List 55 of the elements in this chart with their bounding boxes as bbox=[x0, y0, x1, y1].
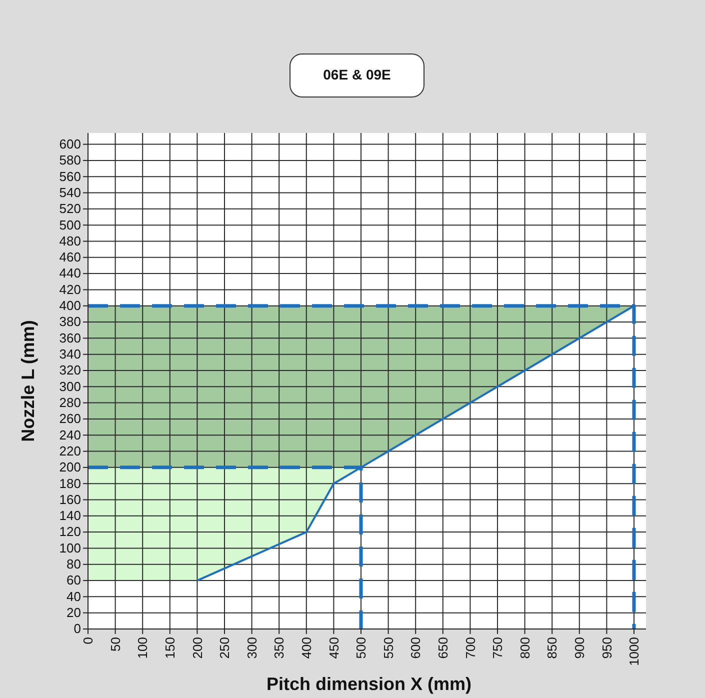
x-tick-label: 900 bbox=[572, 637, 587, 659]
x-tick-label: 700 bbox=[462, 637, 478, 659]
x-tick-label: 750 bbox=[490, 637, 506, 659]
y-tick-label: 40 bbox=[66, 588, 81, 604]
x-tick-label: 350 bbox=[272, 637, 287, 659]
y-tick-label: 440 bbox=[59, 266, 81, 281]
y-tick-label: 180 bbox=[59, 476, 81, 491]
x-tick-label: 100 bbox=[135, 637, 150, 659]
y-tick-label: 560 bbox=[59, 168, 81, 184]
x-tick-label: 1000 bbox=[626, 637, 642, 666]
x-tick-label: 550 bbox=[380, 637, 396, 659]
y-tick-label: 80 bbox=[66, 556, 81, 572]
y-tick-label: 320 bbox=[59, 362, 81, 378]
x-axis-title: Pitch dimension X (mm) bbox=[266, 674, 472, 694]
y-tick-label: 220 bbox=[59, 443, 81, 458]
y-tick-label: 140 bbox=[59, 508, 81, 524]
y-tick-label: 60 bbox=[66, 572, 81, 588]
chart-title: 06E & 09E bbox=[323, 66, 391, 83]
x-tick-label: 400 bbox=[298, 637, 314, 659]
x-tick-label: 800 bbox=[517, 637, 532, 659]
y-tick-label: 520 bbox=[59, 201, 81, 216]
y-tick-label: 360 bbox=[59, 330, 81, 346]
x-tick-label: 650 bbox=[435, 637, 450, 659]
y-tick-label: 420 bbox=[59, 282, 81, 297]
x-tick-label: 200 bbox=[190, 637, 205, 659]
y-tick-label: 340 bbox=[59, 346, 81, 362]
x-tick-label: 300 bbox=[244, 637, 260, 659]
y-tick-label: 380 bbox=[59, 314, 81, 330]
y-tick-label: 460 bbox=[59, 250, 81, 265]
x-tick-label: 0 bbox=[80, 637, 96, 644]
y-tick-label: 280 bbox=[59, 394, 81, 410]
x-tick-label: 500 bbox=[354, 637, 369, 659]
x-tick-label: 150 bbox=[162, 637, 178, 659]
y-tick-label: 120 bbox=[59, 524, 81, 540]
y-tick-label: 540 bbox=[59, 184, 81, 200]
y-tick-label: 260 bbox=[59, 411, 81, 426]
y-tick-label: 480 bbox=[59, 233, 81, 248]
y-tick-label: 400 bbox=[59, 298, 81, 314]
y-tick-label: 200 bbox=[59, 460, 81, 475]
x-tick-label: 450 bbox=[326, 637, 342, 659]
x-tick-label: 950 bbox=[599, 637, 614, 659]
y-tick-label: 20 bbox=[66, 605, 81, 620]
y-tick-label: 160 bbox=[59, 492, 81, 507]
y-tick-label: 580 bbox=[59, 152, 81, 168]
x-tick-label: 50 bbox=[108, 637, 123, 652]
y-tick-label: 0 bbox=[74, 621, 81, 636]
y-tick-label: 300 bbox=[59, 378, 81, 394]
y-tick-label: 600 bbox=[59, 136, 81, 152]
x-tick-label: 600 bbox=[408, 637, 424, 659]
y-axis-title: Nozzle L (mm) bbox=[18, 320, 38, 442]
y-tick-label: 100 bbox=[59, 540, 81, 556]
x-tick-label: 850 bbox=[544, 637, 560, 659]
y-tick-label: 240 bbox=[59, 427, 81, 442]
x-tick-label: 250 bbox=[217, 637, 232, 659]
y-tick-label: 500 bbox=[59, 217, 81, 232]
